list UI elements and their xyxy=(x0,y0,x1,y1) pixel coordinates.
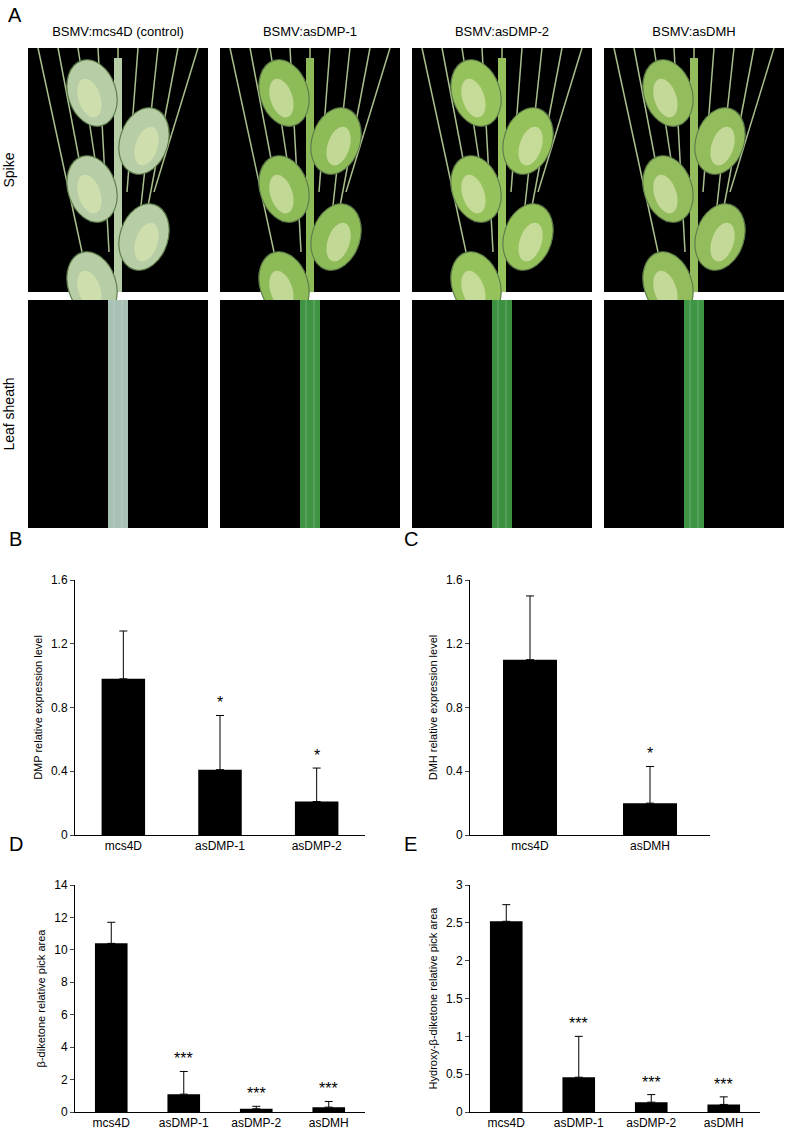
svg-text:B: B xyxy=(9,528,22,550)
svg-text:2.5: 2.5 xyxy=(446,916,463,930)
svg-text:asDMH: asDMH xyxy=(309,1116,349,1130)
svg-text:***: *** xyxy=(642,1074,661,1091)
svg-text:mcs4D: mcs4D xyxy=(511,839,549,853)
svg-text:6: 6 xyxy=(61,1008,68,1022)
svg-text:0: 0 xyxy=(61,828,68,842)
svg-text:1.2: 1.2 xyxy=(446,637,463,651)
svg-text:asDMH: asDMH xyxy=(630,839,670,853)
svg-text:DMH relative expression level: DMH relative expression level xyxy=(427,635,439,781)
svg-text:A: A xyxy=(8,4,22,26)
svg-text:0: 0 xyxy=(456,1105,463,1119)
svg-text:12: 12 xyxy=(54,911,68,925)
svg-text:1.5: 1.5 xyxy=(446,992,463,1006)
svg-text:10: 10 xyxy=(54,943,68,957)
svg-text:*: * xyxy=(647,745,653,762)
svg-text:mcs4D: mcs4D xyxy=(488,1116,526,1130)
svg-text:0.5: 0.5 xyxy=(446,1067,463,1081)
svg-text:E: E xyxy=(404,833,417,855)
svg-text:3: 3 xyxy=(456,878,463,892)
svg-text:1.6: 1.6 xyxy=(51,573,68,587)
svg-text:1.6: 1.6 xyxy=(446,573,463,587)
svg-text:14: 14 xyxy=(54,878,68,892)
svg-text:Hydroxy-β-diketone relative pi: Hydroxy-β-diketone relative pick area xyxy=(427,907,439,1090)
svg-text:***: *** xyxy=(714,1076,733,1093)
svg-text:0.4: 0.4 xyxy=(446,764,463,778)
svg-text:BSMV:asDMP-2: BSMV:asDMP-2 xyxy=(455,24,549,39)
svg-text:asDMP-2: asDMP-2 xyxy=(231,1116,281,1130)
svg-text:asDMP-1: asDMP-1 xyxy=(554,1116,604,1130)
svg-text:DMP relative expression level: DMP relative expression level xyxy=(32,635,44,780)
svg-text:1: 1 xyxy=(456,1030,463,1044)
svg-text:0: 0 xyxy=(61,1105,68,1119)
svg-text:BSMV:asDMH: BSMV:asDMH xyxy=(652,24,735,39)
svg-text:mcs4D: mcs4D xyxy=(93,1116,131,1130)
svg-text:***: *** xyxy=(319,1080,338,1097)
svg-text:2: 2 xyxy=(61,1073,68,1087)
svg-text:BSMV:asDMP-1: BSMV:asDMP-1 xyxy=(263,24,357,39)
svg-text:0: 0 xyxy=(456,828,463,842)
svg-text:8: 8 xyxy=(61,975,68,989)
svg-text:***: *** xyxy=(174,1050,193,1067)
svg-text:***: *** xyxy=(569,1015,588,1032)
svg-text:Leaf sheath: Leaf sheath xyxy=(1,377,17,450)
svg-text:0.8: 0.8 xyxy=(51,701,68,715)
svg-text:2: 2 xyxy=(456,954,463,968)
svg-text:asDMP-1: asDMP-1 xyxy=(159,1116,209,1130)
svg-text:mcs4D: mcs4D xyxy=(105,839,143,853)
svg-text:Spike: Spike xyxy=(1,152,17,187)
svg-text:*: * xyxy=(314,747,320,764)
svg-text:0.8: 0.8 xyxy=(446,701,463,715)
svg-text:D: D xyxy=(9,833,23,855)
svg-text:β-diketone relative pick area: β-diketone relative pick area xyxy=(35,929,47,1068)
svg-text:asDMP-1: asDMP-1 xyxy=(195,839,245,853)
svg-text:1.2: 1.2 xyxy=(51,637,68,651)
svg-text:asDMH: asDMH xyxy=(704,1116,744,1130)
svg-text:asDMP-2: asDMP-2 xyxy=(292,839,342,853)
svg-text:***: *** xyxy=(247,1085,266,1102)
svg-text:BSMV:mcs4D (control): BSMV:mcs4D (control) xyxy=(52,24,184,39)
svg-text:4: 4 xyxy=(61,1040,68,1054)
svg-text:asDMP-2: asDMP-2 xyxy=(626,1116,676,1130)
svg-text:*: * xyxy=(217,694,223,711)
svg-text:0.4: 0.4 xyxy=(51,764,68,778)
svg-text:C: C xyxy=(404,528,418,550)
